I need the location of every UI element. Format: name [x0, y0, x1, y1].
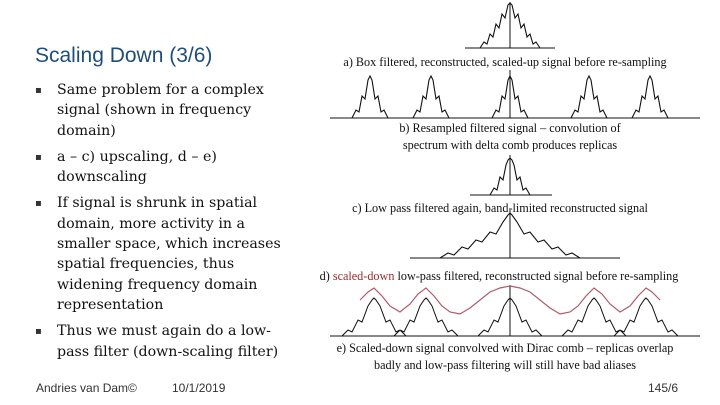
caption-c: c) Low pass filtered again, band-limited…: [352, 201, 648, 215]
bullet-item: ▪ Same problem for a complex signal (show…: [35, 82, 264, 139]
plot-a-curve: [479, 2, 541, 49]
footer-page-number: 145/6: [648, 381, 679, 395]
caption-b-line1: b) Resampled filtered signal – convoluti…: [399, 121, 621, 135]
plot-b-replicas: [330, 70, 700, 119]
footer-author: Andries van Dam©: [36, 381, 137, 395]
plot-c-spectrum: [470, 155, 552, 196]
bullet-item: ▪ a – c) upscaling, d – e) downscaling: [35, 148, 217, 186]
caption-a: a) Box filtered, reconstructed, scaled-u…: [343, 55, 667, 69]
slide-title: Scaling Down (3/6): [35, 44, 213, 67]
plot-a-spectrum: [465, 2, 555, 49]
bullet-item: ▪ Thus we must again do a low-pass filter…: [35, 323, 279, 360]
plot-c-curve: [489, 157, 531, 196]
caption-b-line2: spectrum with delta comb produces replic…: [402, 138, 618, 152]
bullet-item: ▪ If signal is shrunk in spatial domain, …: [35, 195, 281, 313]
plot-d-curve: [439, 212, 581, 259]
caption-d: d) scaled-down low-pass filtered, recons…: [290, 268, 708, 285]
square-bullet-icon: ▪: [35, 198, 42, 210]
plot-e-replicas: [330, 285, 700, 337]
caption-d-highlight: scaled-down: [332, 269, 395, 283]
square-bullet-icon: ▪: [35, 85, 42, 96]
caption-e-line1: e) Scaled-down signal convolved with Dir…: [336, 341, 674, 355]
plot-e-curves: [341, 297, 679, 337]
caption-d-prefix: d): [319, 269, 330, 283]
caption-d-rest: low-pass filtered, reconstructed signal …: [397, 269, 679, 283]
caption-e: e) Scaled-down signal convolved with Dir…: [290, 340, 720, 374]
bullet-list: ▪ Same problem for a complex signal (show…: [35, 80, 287, 368]
square-bullet-icon: ▪: [35, 151, 42, 163]
plot-e-overlap-curve: [359, 285, 661, 315]
caption-b: b) Resampled filtered signal – convoluti…: [290, 120, 720, 154]
plot-b-curve: [351, 74, 669, 119]
frequency-spectrum-figure: [330, 2, 700, 337]
square-bullet-icon: ▪: [35, 326, 42, 338]
caption-e-line2: badly and low-pass filtering will still …: [374, 358, 636, 372]
plot-d-spectrum: [410, 210, 620, 259]
footer-date: 10/1/2019: [172, 381, 226, 395]
